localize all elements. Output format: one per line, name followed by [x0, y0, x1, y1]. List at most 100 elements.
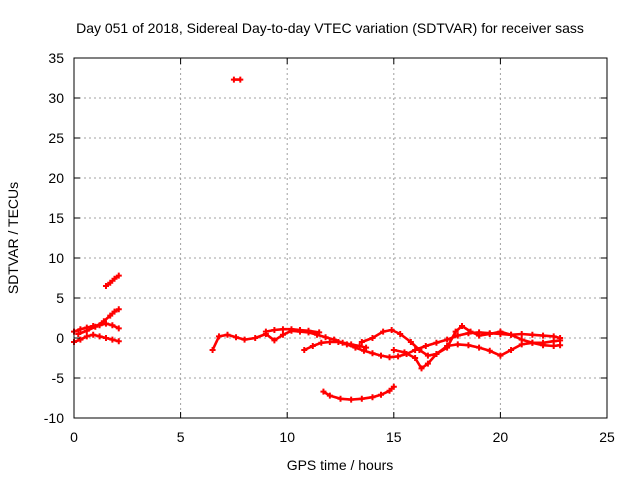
y-tick-label: 25	[48, 130, 64, 146]
data-point	[271, 327, 278, 333]
data-point	[407, 339, 414, 345]
data-point	[241, 336, 248, 343]
data-point	[230, 76, 237, 83]
y-tick-label: 35	[48, 50, 64, 66]
data-point	[369, 394, 376, 401]
data-point	[90, 331, 97, 338]
data-point	[486, 331, 493, 337]
data-point	[83, 333, 90, 340]
series-line	[322, 385, 396, 401]
data-point	[433, 351, 440, 357]
grid	[74, 58, 607, 418]
data-point	[115, 325, 122, 332]
data-point	[320, 388, 327, 395]
data-point	[529, 331, 536, 338]
data-point	[322, 334, 329, 341]
data-point	[115, 306, 122, 313]
data-point	[557, 337, 564, 344]
series-line	[303, 331, 562, 359]
data-point	[337, 395, 344, 402]
data-point	[467, 328, 474, 335]
axis-ticks	[73, 57, 608, 419]
data-point	[75, 331, 82, 337]
data-point	[497, 328, 504, 335]
data-point	[305, 327, 312, 334]
data-point	[444, 336, 451, 343]
tick-labels: 0 5 10 15 20 25 -10 -5 0 5 10 15 20 25 30 35	[44, 50, 615, 445]
data-point	[215, 333, 222, 340]
data-point	[111, 308, 118, 315]
data-point	[358, 395, 365, 402]
plot-frame	[73, 57, 608, 419]
data-point	[107, 279, 114, 286]
data-point	[102, 335, 109, 341]
data-point	[386, 354, 393, 361]
data-point	[109, 322, 116, 329]
data-point	[288, 326, 295, 333]
data-point	[454, 341, 461, 348]
data-point	[390, 383, 397, 390]
data-point	[83, 327, 90, 334]
series-5	[230, 76, 244, 83]
y-tick-label: 20	[48, 170, 64, 186]
data-point	[352, 344, 359, 351]
y-tick-label: 5	[56, 290, 64, 306]
x-axis-label: GPS time / hours	[287, 457, 394, 473]
data-point	[316, 329, 323, 336]
y-tick-label: -10	[44, 410, 64, 426]
series-3	[75, 306, 122, 337]
data-point	[296, 327, 303, 333]
data-point	[96, 333, 103, 340]
y-axis-label: SDTVAR / TECUs	[5, 182, 21, 294]
y-tick-label: -5	[52, 370, 65, 386]
series-7	[262, 326, 323, 336]
data-point	[452, 328, 459, 335]
data-point	[326, 339, 333, 345]
data-point	[476, 344, 483, 351]
data-point	[343, 341, 350, 348]
data-series	[71, 76, 564, 403]
data-point	[209, 347, 216, 353]
data-point	[369, 335, 376, 341]
y-tick-label: 0	[56, 330, 64, 346]
data-point	[433, 339, 440, 346]
data-point	[262, 328, 269, 335]
series-line	[104, 274, 121, 288]
data-point	[416, 347, 423, 353]
data-point	[369, 350, 376, 357]
data-point	[388, 327, 395, 333]
data-point	[424, 360, 431, 367]
data-point	[540, 332, 547, 339]
data-point	[378, 391, 385, 398]
data-point	[271, 337, 278, 344]
data-point	[318, 339, 325, 346]
data-point	[397, 331, 404, 337]
x-tick-label: 25	[599, 429, 615, 445]
data-point	[454, 332, 461, 339]
data-point	[497, 352, 504, 359]
data-point	[115, 338, 122, 345]
series-10	[390, 337, 564, 372]
data-point	[335, 339, 342, 345]
data-point	[107, 312, 114, 319]
data-point	[518, 331, 525, 337]
data-point	[422, 343, 429, 349]
data-point	[309, 343, 316, 349]
data-point	[424, 352, 431, 359]
x-tick-label: 20	[493, 429, 509, 445]
data-point	[279, 326, 286, 333]
data-point	[224, 331, 231, 338]
series-4	[102, 272, 122, 289]
data-point	[378, 352, 385, 359]
data-point	[401, 349, 408, 356]
data-point	[395, 353, 402, 360]
data-point	[358, 339, 365, 345]
data-point	[109, 336, 116, 343]
data-point	[363, 344, 370, 351]
data-point	[386, 387, 393, 394]
y-tick-label: 15	[48, 210, 64, 226]
data-point	[444, 343, 451, 349]
chart-title: Day 051 of 2018, Sidereal Day-to-day VTE…	[76, 20, 584, 36]
data-point	[77, 326, 84, 333]
x-tick-label: 10	[279, 429, 295, 445]
